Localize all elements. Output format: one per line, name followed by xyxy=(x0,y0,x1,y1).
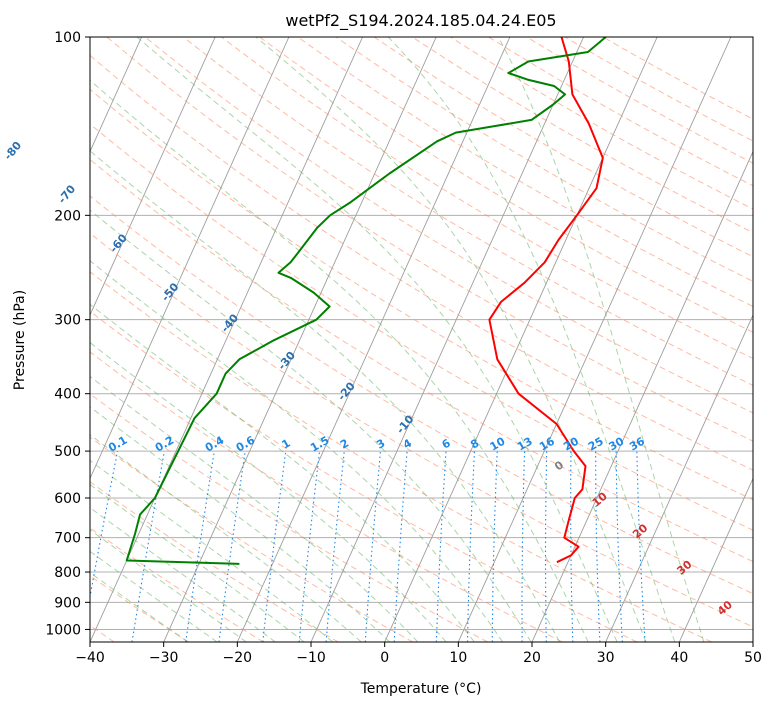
y-tick-label: 600 xyxy=(54,491,81,507)
isotherm-line xyxy=(384,37,658,642)
x-tick-label: −30 xyxy=(149,650,179,666)
x-tick-label: −40 xyxy=(75,650,105,666)
y-tick-label: 100 xyxy=(54,30,81,46)
y-tick-label: 1000 xyxy=(45,622,81,638)
isotherm-line xyxy=(90,37,290,480)
dry-adiabat-line xyxy=(182,37,753,386)
moist-adiabat-line xyxy=(90,506,276,642)
temperature-profile-line xyxy=(488,37,604,564)
isotherm-line xyxy=(0,37,68,642)
x-tick-label: −10 xyxy=(296,650,326,666)
background-lines xyxy=(0,37,753,642)
dry-adiabat-line xyxy=(90,527,264,642)
moist-adiabat-line xyxy=(90,406,390,642)
isotherm-line xyxy=(163,37,437,642)
dry-adiabat-line xyxy=(564,37,753,142)
y-axis: 100 200 300 400 500 600 700 800 900 1000 xyxy=(45,30,90,638)
dry-adiabat-line xyxy=(221,37,753,360)
y-tick-label: 200 xyxy=(54,208,81,224)
y-tick-label: 400 xyxy=(54,387,81,403)
isotherm-line xyxy=(678,477,753,642)
moist-adiabat-line xyxy=(90,483,305,642)
dry-adiabat-line xyxy=(90,393,488,642)
y-tick-label: 800 xyxy=(54,565,81,581)
plot-frame xyxy=(89,36,754,643)
mixing-ratio-line xyxy=(393,451,408,642)
moist-adiabat-line xyxy=(497,37,705,642)
x-tick-label: −20 xyxy=(223,650,253,666)
mixing-ratio-line xyxy=(185,451,215,642)
isotherm-line xyxy=(90,37,216,317)
moist-adiabat-line xyxy=(90,571,189,642)
series-layer xyxy=(125,37,607,565)
dry-adiabat-line xyxy=(90,195,753,595)
moist-adiabat-line xyxy=(90,303,475,642)
dry-adiabat-label: -80 xyxy=(2,139,25,163)
dry-adiabat-line xyxy=(144,37,753,414)
mixing-ratio-line xyxy=(435,451,447,642)
x-tick-label: 40 xyxy=(670,650,688,666)
plot-background xyxy=(90,37,753,642)
x-tick-label: 10 xyxy=(449,650,467,666)
mixing-ratio-line xyxy=(491,451,498,642)
y-tick-label: 500 xyxy=(54,444,81,460)
isotherm-line xyxy=(531,150,753,642)
dry-adiabat-line xyxy=(526,37,753,164)
dry-adiabat-line xyxy=(106,37,753,442)
dry-adiabat-line xyxy=(90,54,753,471)
mixing-ratio-line xyxy=(521,451,526,642)
y-tick-label: 700 xyxy=(54,531,81,547)
mixing-ratio-line xyxy=(131,451,165,642)
mixing-ratio-line xyxy=(218,451,246,642)
x-axis: −40 −30 −20 −10 0 10 20 30 40 50 xyxy=(75,642,762,666)
x-axis-label: Temperature (°C) xyxy=(360,681,482,697)
moist-adiabat-line xyxy=(90,260,504,642)
dry-adiabat-line xyxy=(90,310,638,642)
dewpoint-profile-line xyxy=(125,37,607,565)
isotherm-line xyxy=(90,37,143,153)
mixing-ratio-line xyxy=(595,451,601,642)
moist-adiabat-line xyxy=(90,529,247,642)
x-tick-label: 50 xyxy=(744,650,762,666)
x-tick-label: 20 xyxy=(523,650,541,666)
dry-adiabat-line xyxy=(90,232,753,628)
y-tick-label: 300 xyxy=(54,313,81,329)
y-tick-label: 900 xyxy=(54,595,81,611)
moist-adiabat-line xyxy=(387,37,676,642)
mixing-ratio-line xyxy=(570,451,574,642)
dry-adiabat-line xyxy=(90,351,563,642)
moist-adiabat-line xyxy=(90,150,561,642)
y-axis-label: Pressure (hPa) xyxy=(12,290,28,390)
x-tick-label: 30 xyxy=(597,650,615,666)
isotherm-line xyxy=(605,313,753,642)
mixing-ratio-line xyxy=(544,451,548,642)
isotherm-line xyxy=(236,37,511,642)
dry-adiabat-line xyxy=(90,481,339,642)
moist-adiabat-line xyxy=(90,79,589,642)
isotherm-line xyxy=(457,37,732,642)
mixing-ratio-line xyxy=(262,451,287,642)
mixing-ratio-line xyxy=(364,451,382,642)
mixing-ratio-line xyxy=(636,451,646,642)
moist-adiabat-line xyxy=(255,37,647,642)
chart-title: wetPf2_S194.2024.185.04.24.E05 xyxy=(285,11,556,31)
dry-adiabat-line xyxy=(90,271,712,642)
x-tick-label: 0 xyxy=(380,650,389,666)
dry-adiabat-line xyxy=(488,37,753,187)
mixing-ratio-line xyxy=(298,451,321,642)
moist-adiabat-line xyxy=(136,37,618,642)
isotherm-line xyxy=(310,37,585,642)
mixing-ratio-line xyxy=(325,451,345,642)
dry-adiabat-label: -70 xyxy=(56,182,79,206)
mixing-ratio-line xyxy=(615,451,623,642)
mixing-ratio-line xyxy=(466,451,476,642)
moist-adiabat-line xyxy=(90,550,218,642)
moist-adiabat-line xyxy=(90,209,532,642)
isotherm-line xyxy=(752,640,753,642)
